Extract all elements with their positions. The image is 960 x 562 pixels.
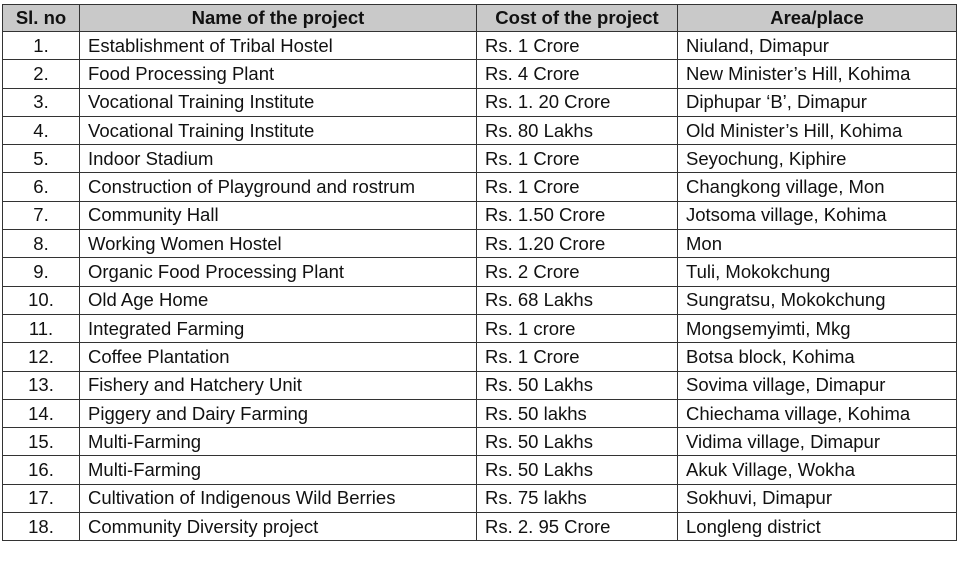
table-cell: 3. [2,87,80,117]
table-cell: Rs. 50 lakhs [476,398,678,429]
table-cell: 2. [2,59,80,89]
table-cell: 1. [2,30,80,61]
table-cell: Rs. 50 Lakhs [476,455,678,485]
table-cell: Diphupar ‘B’, Dimapur [677,87,957,117]
table-cell: Rs. 1.50 Crore [476,200,678,231]
table-cell: Piggery and Dairy Farming [79,398,477,429]
table-cell: New Minister’s Hill, Kohima [677,59,957,89]
header-cell: Area/place [677,4,957,32]
table-cell: Rs. 75 lakhs [476,483,678,514]
table-cell: Fishery and Hatchery Unit [79,370,477,400]
table-row: 8. Working Women Hostel Rs. 1.20 Crore Mon [2,229,957,259]
table-row: 5. Indoor Stadium Rs. 1 Crore Seyochung, Ki… [2,144,957,174]
table-cell: Rs. 50 Lakhs [476,427,678,457]
table-cell: Rs. 1 Crore [476,144,678,174]
table-row: 16. Multi-Farming Rs. 50 Lakhs Akuk Village… [2,455,957,485]
table-cell: Rs. 1. 20 Crore [476,87,678,117]
table-cell: Mongsemyimti, Mkg [677,313,957,344]
table-cell: Cultivation of Indigenous Wild Berries [79,483,477,514]
table-cell: 11. [2,313,80,344]
table-cell: Tuli, Mokokchung [677,257,957,287]
table-cell: Rs. 1.20 Crore [476,229,678,259]
table-cell: Rs. 1 Crore [476,172,678,202]
header-cell: Sl. no [2,4,80,32]
table-cell: Organic Food Processing Plant [79,257,477,287]
table-cell: Indoor Stadium [79,144,477,174]
table-cell: Sokhuvi, Dimapur [677,483,957,514]
table-cell: 5. [2,144,80,174]
table-row: 10. Old Age Home Rs. 68 Lakhs Sungratsu, Mo… [2,285,957,315]
table-cell: Vocational Training Institute [79,115,477,146]
table-cell: Rs. 4 Crore [476,59,678,89]
table-cell: Niuland, Dimapur [677,30,957,61]
table-row: 18. Community Diversity project Rs. 2. 95 … [2,512,957,542]
table-cell: Rs. 2. 95 Crore [476,512,678,542]
table-row: 13. Fishery and Hatchery Unit Rs. 50 Lakhs… [2,370,957,400]
table-row: 14. Piggery and Dairy Farming Rs. 50 lakhs… [2,398,957,429]
table-cell: Akuk Village, Wokha [677,455,957,485]
table-cell: Integrated Farming [79,313,477,344]
table-cell: Construction of Playground and rostrum [79,172,477,202]
table-cell: Multi-Farming [79,455,477,485]
table-row: 11. Integrated Farming Rs. 1 crore Mongsemy… [2,313,957,344]
table-cell: Community Hall [79,200,477,231]
table-cell: Vocational Training Institute [79,87,477,117]
table-cell: 15. [2,427,80,457]
table-cell: Seyochung, Kiphire [677,144,957,174]
table-cell: Rs. 1 Crore [476,342,678,372]
table-cell: Working Women Hostel [79,229,477,259]
table-cell: Chiechama village, Kohima [677,398,957,429]
table-cell: Rs. 2 Crore [476,257,678,287]
table-row: 4. Vocational Training Institute Rs. 80 La… [2,115,957,146]
table-cell: 13. [2,370,80,400]
table-cell: Rs. 80 Lakhs [476,115,678,146]
table-cell: Sovima village, Dimapur [677,370,957,400]
header-cell: Name of the project [79,4,477,32]
table-cell: Longleng district [677,512,957,542]
table-cell: 18. [2,512,80,542]
table-row: 2. Food Processing Plant Rs. 4 Crore New Mi… [2,59,957,89]
table-cell: 9. [2,257,80,287]
table-cell: Jotsoma village, Kohima [677,200,957,231]
table-cell: Mon [677,229,957,259]
table-cell: Rs. 1 crore [476,313,678,344]
table-row: 17. Cultivation of Indigenous Wild Berrie… [2,483,957,514]
header-cell: Cost of the project [476,4,678,32]
table-cell: Rs. 1 Crore [476,30,678,61]
table-row: 3. Vocational Training Institute Rs. 1. 20… [2,87,957,117]
table-row: 12. Coffee Plantation Rs. 1 Crore Botsa blo… [2,342,957,372]
table-cell: 12. [2,342,80,372]
table-cell: 8. [2,229,80,259]
table-cell: Changkong village, Mon [677,172,957,202]
table-row: 6. Construction of Playground and rostrum… [2,172,957,202]
table-row: 15. Multi-Farming Rs. 50 Lakhs Vidima villa… [2,427,957,457]
table-row: 1. Establishment of Tribal Hostel Rs. 1 Cr… [2,30,957,61]
table-cell: Establishment of Tribal Hostel [79,30,477,61]
table-cell: 14. [2,398,80,429]
table-cell: Community Diversity project [79,512,477,542]
table-cell: 16. [2,455,80,485]
table-cell: Old Minister’s Hill, Kohima [677,115,957,146]
table-cell: 4. [2,115,80,146]
table-cell: 17. [2,483,80,514]
table-row: 9. Organic Food Processing Plant Rs. 2 Cro… [2,257,957,287]
projects-table: Sl. no Name of the project Cost of the pro… [2,4,957,542]
table-cell: Rs. 68 Lakhs [476,285,678,315]
table-cell: Botsa block, Kohima [677,342,957,372]
table-cell: Sungratsu, Mokokchung [677,285,957,315]
table-cell: Coffee Plantation [79,342,477,372]
table-cell: Vidima village, Dimapur [677,427,957,457]
table-cell: 6. [2,172,80,202]
table-cell: Multi-Farming [79,427,477,457]
table-cell: Old Age Home [79,285,477,315]
table-cell: Food Processing Plant [79,59,477,89]
table-cell: Rs. 50 Lakhs [476,370,678,400]
table-row: 7. Community Hall Rs. 1.50 Crore Jotsoma vi… [2,200,957,231]
table-cell: 7. [2,200,80,231]
header-row: Sl. no Name of the project Cost of the pro… [2,4,957,32]
table-cell: 10. [2,285,80,315]
